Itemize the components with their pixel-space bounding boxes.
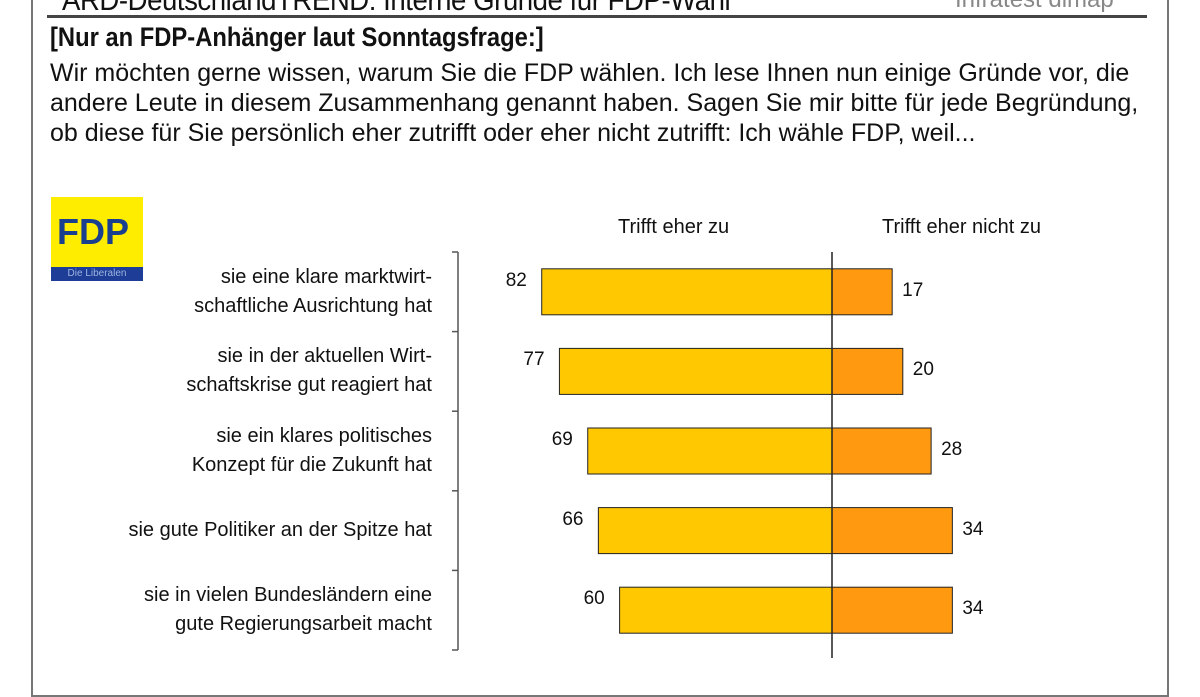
category-label: sie in der aktuellen Wirt-schaftskrise g… [186, 345, 432, 397]
logo-subtext: Die Liberalen [51, 267, 143, 281]
value-label-agree: 82 [505, 269, 527, 291]
bar-disagree [831, 347, 904, 395]
bar-agree [587, 427, 833, 475]
category-label: sie eine klare marktwirt-schaftliche Aus… [194, 265, 432, 317]
bar-disagree [831, 268, 893, 316]
bar-agree [558, 347, 833, 395]
category-label: sie ein klares politisches Konzept für di… [191, 425, 432, 476]
value-label-agree: 60 [583, 588, 605, 610]
value-label-disagree: 17 [902, 279, 924, 301]
value-label-disagree: 34 [962, 518, 984, 540]
bar-agree [619, 586, 833, 634]
bar-disagree [831, 507, 953, 555]
value-label-disagree: 28 [941, 439, 963, 460]
title-rule [47, 15, 1147, 18]
bar-disagree [831, 586, 953, 634]
legend-agree: Trifft eher zu [618, 216, 730, 238]
value-label-disagree: 20 [912, 359, 934, 381]
question-text: Wir möchten gerne wissen, warum Sie die … [50, 59, 1139, 147]
legend-disagree: Trifft eher nicht zu [882, 216, 1041, 238]
value-label-agree: 77 [523, 349, 545, 371]
value-label-agree: 66 [562, 508, 584, 530]
logo-text: FDP [57, 211, 129, 252]
question-filter: [Nur an FDP-Anhänger laut Sonntagsfrage:… [50, 22, 544, 52]
bar-chart [452, 251, 953, 658]
brand-label: Infratest dimap [955, 0, 1114, 14]
bar-disagree [831, 427, 932, 475]
category-label: sie in vielen Bundesländern eine gute Reg… [144, 584, 432, 636]
chart-title: ARD-DeutschlandTREND: Interne Gründe für… [62, 0, 731, 17]
value-label-agree: 69 [551, 429, 573, 450]
category-label: sie gute Politiker an der Spitze hat [128, 519, 432, 542]
value-label-disagree: 34 [962, 598, 984, 620]
bar-agree [541, 268, 833, 316]
fdp-logo: FDP Die Liberalen [51, 197, 143, 281]
bar-agree [597, 507, 833, 555]
